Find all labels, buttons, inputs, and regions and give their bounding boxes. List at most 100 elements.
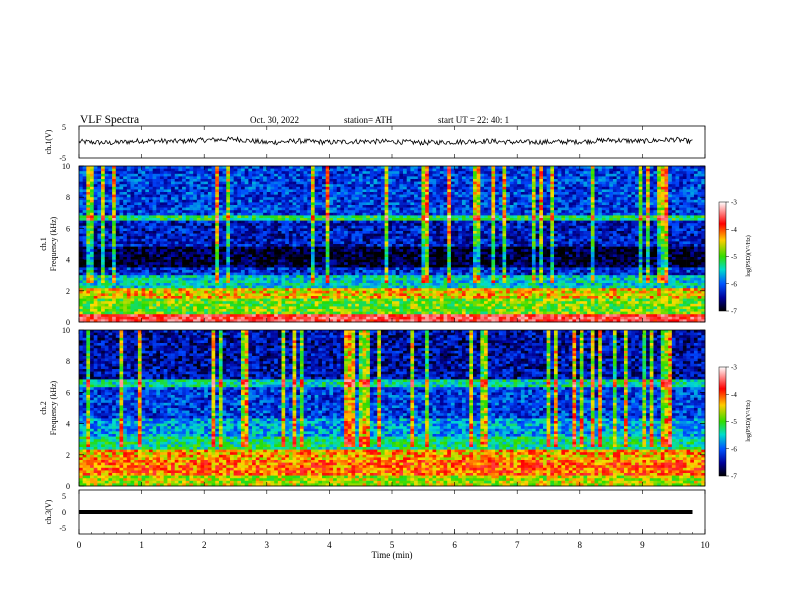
spectrogram-cell bbox=[163, 277, 168, 281]
spectrogram-cell bbox=[274, 277, 279, 281]
spectrogram-cell bbox=[241, 179, 245, 182]
spectrogram-cell bbox=[281, 199, 286, 203]
spectrogram-cell bbox=[86, 309, 91, 312]
spectrogram-cell bbox=[355, 189, 360, 193]
spectrogram-cell bbox=[218, 236, 223, 240]
spectrogram-cell bbox=[277, 262, 282, 266]
spectrogram-cell bbox=[237, 301, 242, 305]
spectrogram-cell bbox=[215, 225, 220, 229]
spectrogram-cell bbox=[196, 290, 201, 294]
spectrogram-cell bbox=[104, 316, 109, 320]
spectrogram-cell bbox=[182, 296, 187, 299]
spectrogram-cell bbox=[303, 306, 308, 310]
spectrogram-cell bbox=[148, 176, 153, 180]
spectrogram-cell bbox=[93, 202, 98, 206]
spectrogram-cell bbox=[303, 184, 308, 188]
spectrogram-cell bbox=[355, 277, 360, 281]
spectrogram-cell bbox=[266, 168, 271, 172]
spectrogram-cell bbox=[182, 288, 187, 292]
spectrogram-cell bbox=[336, 280, 341, 284]
spectrogram-cell bbox=[303, 202, 308, 206]
spectrogram-cell bbox=[259, 246, 264, 250]
spectrogram-cell bbox=[303, 280, 308, 284]
spectrogram-cell bbox=[141, 192, 146, 195]
spectrogram-cell bbox=[134, 285, 139, 289]
spectrogram-cell bbox=[215, 272, 220, 276]
spectrogram-cell bbox=[362, 173, 367, 177]
spectrogram-cell bbox=[373, 309, 378, 312]
spectrogram-cell bbox=[252, 285, 257, 289]
spectrogram-cell bbox=[344, 264, 349, 268]
spectrogram-cell bbox=[108, 254, 113, 258]
spectrogram-cell bbox=[167, 220, 172, 224]
spectrogram-cell bbox=[163, 168, 168, 172]
spectrogram-cell bbox=[263, 176, 268, 180]
spectrogram-cell bbox=[207, 171, 212, 175]
spectrogram-cell bbox=[299, 233, 304, 237]
spectrogram-cell bbox=[255, 218, 260, 221]
spectrogram-cell bbox=[259, 166, 264, 169]
spectrogram-cell bbox=[340, 301, 345, 305]
spectrogram-cell bbox=[336, 179, 341, 182]
spectrogram-cell bbox=[277, 280, 282, 284]
spectrogram-cell bbox=[174, 280, 179, 284]
spectrogram-cell bbox=[288, 270, 293, 273]
spectrogram-cell bbox=[322, 283, 327, 286]
spectrogram-cell bbox=[211, 303, 216, 307]
spectrogram-cell bbox=[244, 285, 249, 289]
spectrogram-cell bbox=[193, 205, 198, 208]
spectrogram-cell bbox=[204, 288, 209, 292]
spectrogram-cell bbox=[137, 171, 142, 175]
spectrogram-cell bbox=[185, 254, 190, 258]
spectrogram-cell bbox=[233, 272, 238, 276]
spectrogram-cell bbox=[112, 296, 117, 299]
spectrogram-cell bbox=[119, 301, 124, 305]
spectrogram-cell bbox=[97, 254, 102, 258]
spectrogram-cell bbox=[178, 270, 183, 273]
spectrogram-cell bbox=[237, 218, 242, 221]
spectrogram-cell bbox=[281, 283, 286, 286]
spectrogram-cell bbox=[259, 285, 264, 289]
spectrogram-cell bbox=[310, 275, 315, 279]
spectrogram-cell bbox=[178, 207, 183, 211]
spectrogram-cell bbox=[156, 228, 161, 232]
spectrogram-cell bbox=[112, 176, 117, 180]
spectrogram-cell bbox=[307, 166, 312, 169]
spectrogram-cell bbox=[119, 285, 124, 289]
spectrogram-cell bbox=[163, 199, 168, 203]
spectrogram-cell bbox=[347, 309, 352, 312]
spectrogram-cell bbox=[218, 173, 223, 177]
spectrogram-cell bbox=[148, 189, 153, 193]
spectrogram-cell bbox=[288, 298, 293, 302]
spectrogram-cell bbox=[148, 168, 153, 172]
spectrogram-cell bbox=[369, 277, 374, 281]
spectrogram-cell bbox=[373, 212, 378, 216]
spectrogram-cell bbox=[377, 233, 382, 237]
spectrogram-cell bbox=[369, 238, 374, 242]
spectrogram-cell bbox=[222, 314, 227, 318]
spectrogram-cell bbox=[126, 262, 131, 266]
spectrogram-cell bbox=[355, 249, 360, 253]
spectrogram-cell bbox=[145, 264, 150, 268]
spectrogram-cell bbox=[369, 249, 374, 253]
spectrogram-cell bbox=[237, 168, 242, 172]
spectrogram-cell bbox=[171, 231, 176, 234]
spectrogram-cell bbox=[207, 181, 212, 185]
spectrogram-cell bbox=[163, 270, 168, 273]
spectrogram-cell bbox=[377, 316, 382, 320]
spectrogram-cell bbox=[189, 233, 194, 237]
spectrogram-cell bbox=[237, 298, 242, 302]
spectrogram-cell bbox=[366, 171, 371, 175]
spectrogram-cell bbox=[344, 233, 349, 237]
spectrogram-cell bbox=[97, 293, 102, 297]
spectrogram-cell bbox=[126, 314, 131, 318]
spectrogram-cell bbox=[171, 202, 176, 206]
spectrogram-cell bbox=[108, 267, 113, 271]
spectrogram-cell bbox=[156, 212, 161, 216]
spectrogram-cell bbox=[189, 244, 194, 247]
spectrogram-cell bbox=[347, 173, 352, 177]
spectrogram-cell bbox=[90, 186, 95, 190]
spectrogram-cell bbox=[200, 309, 205, 312]
spectrogram-cell bbox=[244, 205, 249, 208]
spectrogram-cell bbox=[336, 166, 341, 169]
